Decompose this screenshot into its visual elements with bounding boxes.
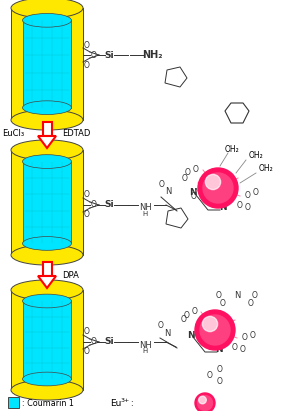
- FancyBboxPatch shape: [8, 397, 19, 408]
- Text: N: N: [234, 291, 240, 300]
- Text: O: O: [182, 175, 188, 183]
- Text: N: N: [164, 328, 170, 337]
- Text: OH₂: OH₂: [259, 164, 273, 173]
- Text: NH: NH: [139, 340, 151, 349]
- Text: O: O: [248, 300, 254, 309]
- Text: OH₂: OH₂: [249, 152, 263, 161]
- Ellipse shape: [22, 155, 71, 169]
- Bar: [11, 150, 83, 255]
- Text: O: O: [158, 321, 164, 330]
- Text: O: O: [159, 180, 165, 189]
- Text: N: N: [187, 330, 195, 339]
- Text: O: O: [84, 210, 90, 219]
- Text: :: :: [128, 399, 134, 407]
- Bar: [22, 20, 71, 108]
- Text: O: O: [84, 328, 90, 337]
- Ellipse shape: [22, 237, 71, 250]
- Circle shape: [202, 316, 218, 332]
- Text: N: N: [215, 346, 223, 355]
- Text: O: O: [91, 337, 97, 346]
- Text: EDTAD: EDTAD: [62, 129, 90, 139]
- Text: O: O: [250, 330, 256, 339]
- Text: O: O: [245, 203, 251, 212]
- Polygon shape: [38, 276, 56, 288]
- Bar: [22, 162, 71, 243]
- Circle shape: [195, 393, 215, 411]
- Text: O: O: [252, 291, 258, 300]
- Text: O: O: [181, 316, 187, 325]
- Circle shape: [203, 173, 233, 203]
- Text: O: O: [232, 344, 238, 353]
- Text: O: O: [216, 291, 222, 300]
- Text: O: O: [242, 333, 248, 342]
- Text: O: O: [184, 312, 190, 321]
- Polygon shape: [38, 136, 56, 148]
- Circle shape: [200, 315, 230, 345]
- Text: O: O: [84, 41, 90, 49]
- Text: NH: NH: [139, 203, 151, 212]
- Ellipse shape: [11, 380, 83, 400]
- Text: O: O: [91, 201, 97, 210]
- FancyBboxPatch shape: [42, 262, 52, 276]
- Text: H: H: [142, 348, 148, 354]
- Text: O: O: [193, 166, 199, 175]
- Ellipse shape: [22, 14, 71, 27]
- Ellipse shape: [11, 245, 83, 265]
- Circle shape: [197, 395, 212, 411]
- Text: : Coumarin 1: : Coumarin 1: [22, 399, 74, 407]
- Text: O: O: [240, 346, 246, 355]
- Circle shape: [195, 310, 235, 350]
- Circle shape: [198, 168, 238, 208]
- Text: OH₂: OH₂: [224, 145, 239, 155]
- Text: O: O: [245, 192, 251, 201]
- Text: Si: Si: [104, 51, 114, 60]
- FancyBboxPatch shape: [42, 122, 52, 136]
- Text: N: N: [189, 189, 197, 198]
- Text: O: O: [192, 307, 198, 316]
- Text: N: N: [165, 187, 171, 196]
- Text: DPA: DPA: [62, 270, 79, 279]
- Text: O: O: [185, 169, 191, 178]
- Ellipse shape: [11, 280, 83, 300]
- Circle shape: [199, 396, 206, 404]
- Bar: [22, 301, 71, 379]
- Text: O: O: [220, 300, 226, 309]
- Bar: [11, 290, 83, 390]
- Ellipse shape: [11, 140, 83, 160]
- Text: NH₂: NH₂: [142, 50, 162, 60]
- Text: EuCl₃: EuCl₃: [2, 129, 24, 139]
- Text: O: O: [191, 192, 197, 201]
- Text: 3+: 3+: [121, 397, 130, 402]
- Text: Si: Si: [104, 201, 114, 210]
- Text: O: O: [84, 60, 90, 69]
- Text: H: H: [142, 211, 148, 217]
- Text: O: O: [207, 372, 213, 381]
- Ellipse shape: [22, 101, 71, 115]
- Ellipse shape: [22, 372, 71, 386]
- Text: O: O: [253, 189, 259, 198]
- Text: O: O: [217, 365, 223, 374]
- Text: Eu: Eu: [110, 399, 121, 407]
- Ellipse shape: [22, 294, 71, 308]
- Text: O: O: [217, 377, 223, 386]
- Text: O: O: [91, 51, 97, 60]
- Text: O: O: [84, 191, 90, 199]
- Text: Si: Si: [104, 337, 114, 346]
- Ellipse shape: [11, 0, 83, 18]
- Bar: [11, 8, 83, 120]
- Circle shape: [205, 174, 221, 189]
- Text: N: N: [219, 203, 227, 212]
- Ellipse shape: [11, 110, 83, 130]
- Text: O: O: [84, 347, 90, 356]
- Text: O: O: [237, 201, 243, 210]
